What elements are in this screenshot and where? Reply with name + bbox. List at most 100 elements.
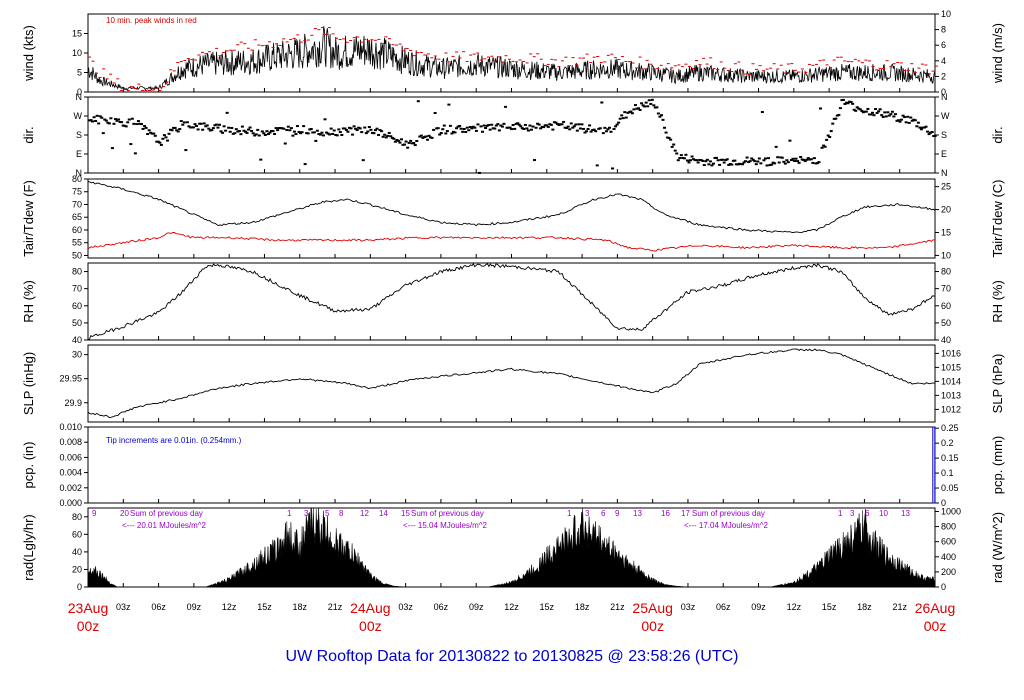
peak-wind-mark [642,68,646,70]
peak-wind-mark [790,63,794,65]
direction-mark [520,127,524,130]
direction-mark [243,130,247,133]
direction-mark [109,117,113,120]
y-tick-label-right: 10 [941,250,951,260]
direction-mark [855,106,859,109]
peak-wind-mark [144,90,148,92]
direction-mark [398,141,402,144]
peak-wind-mark [253,39,257,41]
direction-mark [783,162,787,165]
direction-mark [927,133,931,136]
peak-wind-mark [183,59,187,61]
peak-wind-mark [910,63,914,65]
panel-tair: Tair/Tdew (F) Tair/Tdew (C) 50 55 60 65 70 75 80… [21,174,1005,260]
direction-mark [721,158,725,161]
y-tick-label-left: 0.004 [59,468,82,478]
direction-mark [578,127,582,130]
peak-wind-mark [529,53,533,55]
peak-wind-mark [571,57,575,59]
peak-wind-mark [797,71,801,73]
direction-mark [759,162,763,165]
peak-wind-mark [899,62,903,64]
direction-mark [256,128,260,131]
peak-wind-mark [193,59,197,61]
peak-wind-mark [733,63,737,65]
peak-wind-mark [444,52,448,54]
direction-mark [736,163,740,166]
peak-wind-mark [102,68,106,70]
peak-wind-mark [338,38,342,40]
direction-mark [800,158,804,161]
peak-wind-mark [906,69,910,71]
direction-mark [204,125,208,128]
direction-mark [852,108,856,111]
direction-mark [193,123,197,126]
direction-mark [832,117,836,120]
direction-mark [656,112,660,115]
x-tick-label: 03z [681,602,696,612]
direction-mark [482,124,486,127]
direction-mark [641,104,645,107]
direction-mark [297,130,301,133]
direction-mark [435,127,439,130]
peak-wind-mark [560,60,564,62]
direction-mark [432,128,436,131]
peak-wind-mark [451,55,455,57]
peak-wind-mark [200,51,204,53]
y-tick-label-left: 70 [72,199,82,209]
peak-wind-mark [751,63,755,65]
direction-mark [586,127,590,130]
direction-mark [534,126,538,129]
direction-mark [191,126,195,129]
y-axis-label-left: RH (%) [21,280,36,323]
direction-mark [773,162,777,165]
direction-mark [877,110,881,113]
peak-wind-mark [186,58,190,60]
y-tick-label-left: 5 [77,68,82,78]
direction-mark [143,125,147,128]
direction-mark [669,138,673,141]
direction-mark [147,129,151,132]
direction-mark [334,133,338,136]
direction-mark [259,158,263,161]
peak-wind-mark [871,66,875,68]
peak-wind-mark [349,40,353,42]
direction-mark [94,119,98,122]
peak-wind-mark [839,56,843,58]
direction-mark [370,131,374,134]
peak-wind-mark [465,60,469,62]
peak-wind-mark [236,44,240,46]
direction-mark [704,160,708,163]
direction-mark [231,132,235,135]
direction-mark [202,122,206,125]
direction-mark [331,132,335,135]
direction-mark [912,118,916,121]
y-tick-label-left: 0.010 [59,422,82,432]
peak-wind-mark [645,59,649,61]
peak-wind-mark [747,73,751,75]
direction-mark [465,126,469,129]
peak-wind-mark [447,61,451,63]
direction-mark [493,127,497,130]
direction-mark [161,137,165,140]
direction-mark [185,121,189,124]
direction-mark [447,103,451,106]
x-tick-label: 06z [151,602,166,612]
rad-hour-label: 20 [120,509,129,518]
x-date-label: 24Aug [350,600,390,616]
peak-wind-mark [455,51,459,53]
direction-mark [155,140,159,143]
direction-mark [294,133,298,136]
direction-mark [199,122,203,125]
direction-mark [377,133,381,136]
peak-wind-mark [889,66,893,68]
direction-mark [444,132,448,135]
direction-mark [124,125,128,128]
peak-wind-mark [130,86,134,88]
direction-mark [366,130,370,133]
x-tick-label: 06z [434,602,449,612]
direction-mark [926,130,930,133]
direction-mark [276,129,280,132]
direction-mark [373,129,377,132]
peak-wind-mark [804,71,808,73]
